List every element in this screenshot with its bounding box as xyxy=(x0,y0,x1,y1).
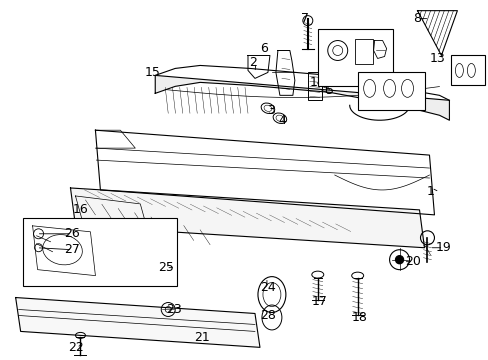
Circle shape xyxy=(395,256,403,264)
Text: 2: 2 xyxy=(248,56,256,69)
Text: 27: 27 xyxy=(64,243,80,256)
Text: 22: 22 xyxy=(68,341,84,354)
Text: 16: 16 xyxy=(72,203,88,216)
Text: 8: 8 xyxy=(413,12,421,25)
Bar xyxy=(357,72,425,110)
Text: 18: 18 xyxy=(351,311,367,324)
Text: 24: 24 xyxy=(260,281,275,294)
Bar xyxy=(307,72,321,100)
Text: 17: 17 xyxy=(311,295,327,308)
Text: 19: 19 xyxy=(435,241,450,254)
Text: 14: 14 xyxy=(309,76,325,89)
Text: 11: 11 xyxy=(399,76,415,89)
Text: 15: 15 xyxy=(144,66,160,79)
Text: 26: 26 xyxy=(64,227,80,240)
Text: 4: 4 xyxy=(277,114,285,127)
Text: 28: 28 xyxy=(260,309,275,322)
Polygon shape xyxy=(70,188,424,248)
Text: 12: 12 xyxy=(359,76,375,89)
Text: 20: 20 xyxy=(405,255,421,268)
Text: 25: 25 xyxy=(158,261,174,274)
Text: 21: 21 xyxy=(194,331,209,344)
Bar xyxy=(450,55,484,85)
Bar xyxy=(22,218,177,285)
Text: 6: 6 xyxy=(260,42,267,55)
Bar xyxy=(317,28,392,86)
Text: 10: 10 xyxy=(389,94,405,107)
Text: 9: 9 xyxy=(465,66,472,79)
Text: 1: 1 xyxy=(426,185,433,198)
Bar xyxy=(354,39,372,64)
Text: 13: 13 xyxy=(428,52,445,65)
Text: 3: 3 xyxy=(266,104,274,117)
Text: 23: 23 xyxy=(166,303,182,316)
Polygon shape xyxy=(155,75,448,120)
Text: 7: 7 xyxy=(300,12,308,25)
Polygon shape xyxy=(16,298,260,347)
Text: 5: 5 xyxy=(325,84,333,97)
